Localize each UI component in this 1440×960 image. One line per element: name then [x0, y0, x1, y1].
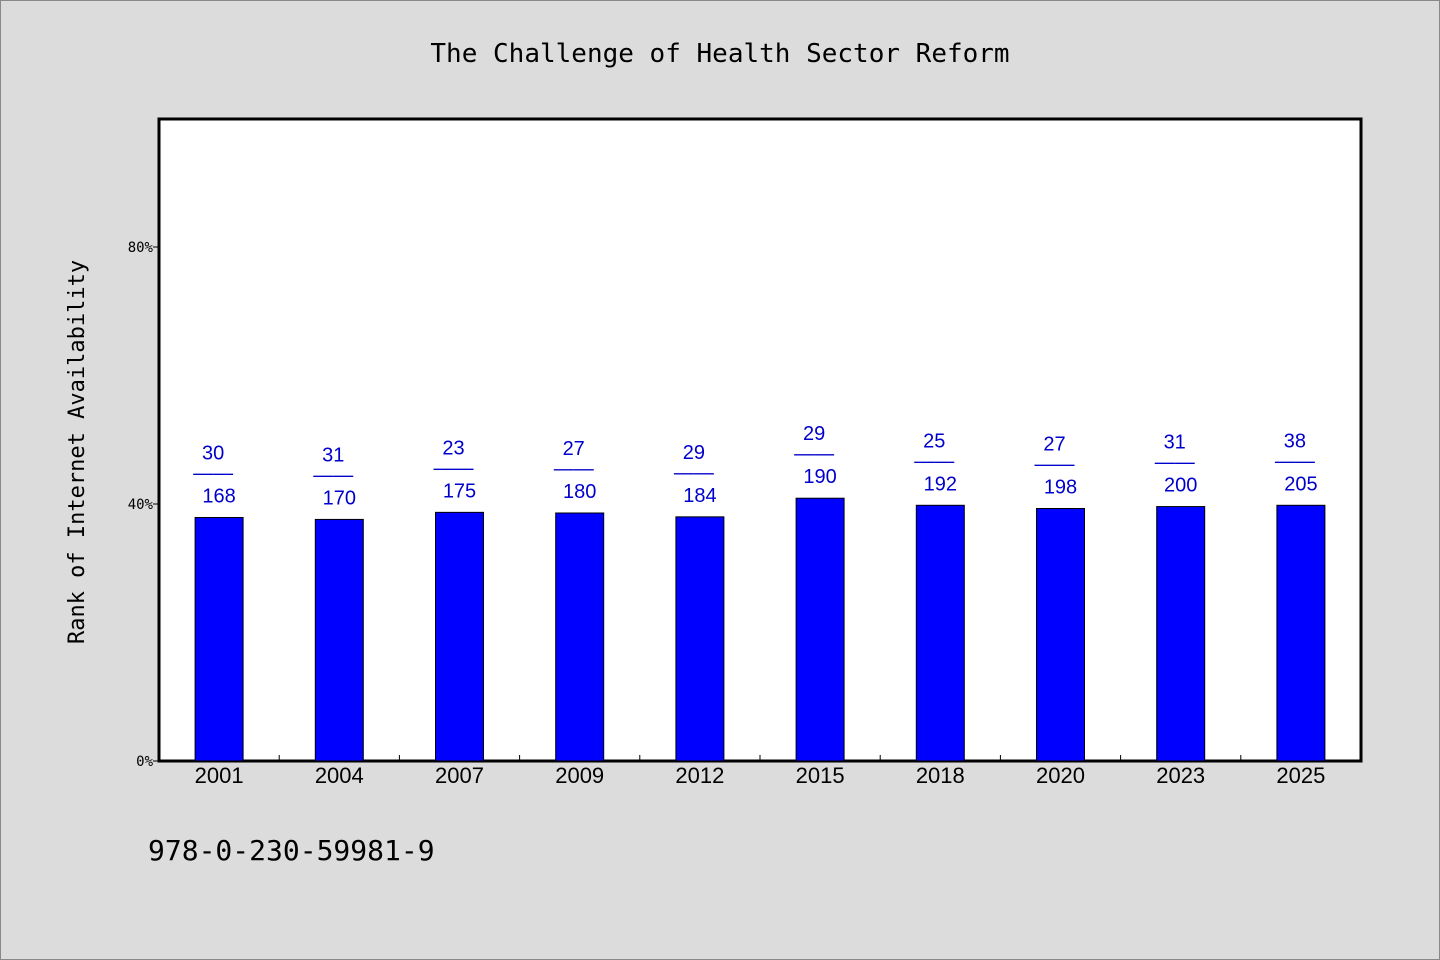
x-tick-label: 2007 — [435, 763, 484, 788]
bar-label-bottom: 198 — [1044, 476, 1077, 498]
x-tick-label: 2025 — [1276, 763, 1325, 788]
bar-label-separator: —— — [1155, 452, 1195, 474]
bar-2004 — [314, 518, 364, 762]
bar-label-top: 31 — [322, 444, 344, 466]
bar-label-bottom: 180 — [563, 481, 596, 503]
bar-label-separator: —— — [914, 450, 954, 472]
y-axis-label: Rank of Internet Availability — [65, 260, 90, 644]
x-tick-label: 2023 — [1156, 763, 1205, 788]
bar-label-separator: —— — [1275, 450, 1315, 472]
bar-label-top: 27 — [1043, 433, 1065, 455]
bar-label-bottom: 192 — [924, 473, 957, 495]
x-tick-label: 2004 — [315, 763, 364, 788]
bar-label-top: 29 — [683, 442, 705, 464]
bar-2023 — [1156, 506, 1206, 762]
chart-title: The Challenge of Health Sector Reform — [430, 39, 1009, 69]
bar-label-separator: —— — [794, 443, 834, 465]
bar-2020 — [1036, 507, 1085, 762]
bar-label-top: 29 — [803, 423, 825, 445]
x-tick-label: 2001 — [195, 763, 244, 788]
bar-label-top: 30 — [202, 442, 224, 464]
bar-2001 — [194, 516, 244, 762]
bar-label-separator: —— — [434, 457, 474, 479]
bar-labels: 30——16831——17023——17527——18029——18429——1… — [193, 423, 1317, 509]
x-axis-ticks: 2001 2004 2007 2009 2012 2015 2018 2020 2023 2025 — [195, 755, 1325, 788]
bar-label-top: 23 — [442, 437, 464, 459]
bar-label-separator: —— — [674, 462, 714, 484]
bar-2009 — [555, 512, 605, 762]
bar-2018 — [915, 504, 965, 762]
y-tick-label: 40% — [128, 497, 154, 513]
bar-label-separator: —— — [1035, 453, 1075, 475]
bar-2025 — [1276, 504, 1326, 762]
x-tick-label: 2012 — [675, 763, 724, 788]
bar-label-top: 27 — [563, 438, 585, 460]
bar-label-bottom: 168 — [202, 485, 235, 507]
bar-label-top: 31 — [1164, 432, 1186, 454]
x-tick-label: 2018 — [916, 763, 965, 788]
y-tick-label: 80% — [128, 240, 154, 256]
bars — [194, 497, 1326, 762]
bar-label-top: 38 — [1284, 430, 1306, 452]
bar-2012 — [675, 516, 725, 762]
bar-2015 — [795, 497, 845, 762]
isbn-text: 978-0-230-59981-9 — [148, 834, 435, 867]
y-axis-ticks: 0% 40% 80% — [128, 240, 159, 770]
bar-label-bottom: 170 — [323, 487, 356, 509]
bar-label-top: 25 — [923, 430, 945, 452]
y-tick-label: 0% — [136, 754, 153, 770]
bar-label-bottom: 205 — [1284, 473, 1317, 495]
bar-label-bottom: 184 — [683, 485, 716, 507]
bar-label-separator: —— — [313, 464, 353, 486]
bar-label-separator: —— — [554, 458, 594, 480]
x-tick-label: 2009 — [555, 763, 604, 788]
x-tick-label: 2020 — [1036, 763, 1085, 788]
x-tick-label: 2015 — [796, 763, 845, 788]
bar-label-separator: —— — [193, 462, 233, 484]
bar-2007 — [435, 511, 484, 762]
bar-label-bottom: 175 — [443, 480, 476, 502]
bar-label-bottom: 200 — [1164, 475, 1197, 497]
bar-label-bottom: 190 — [803, 466, 836, 488]
